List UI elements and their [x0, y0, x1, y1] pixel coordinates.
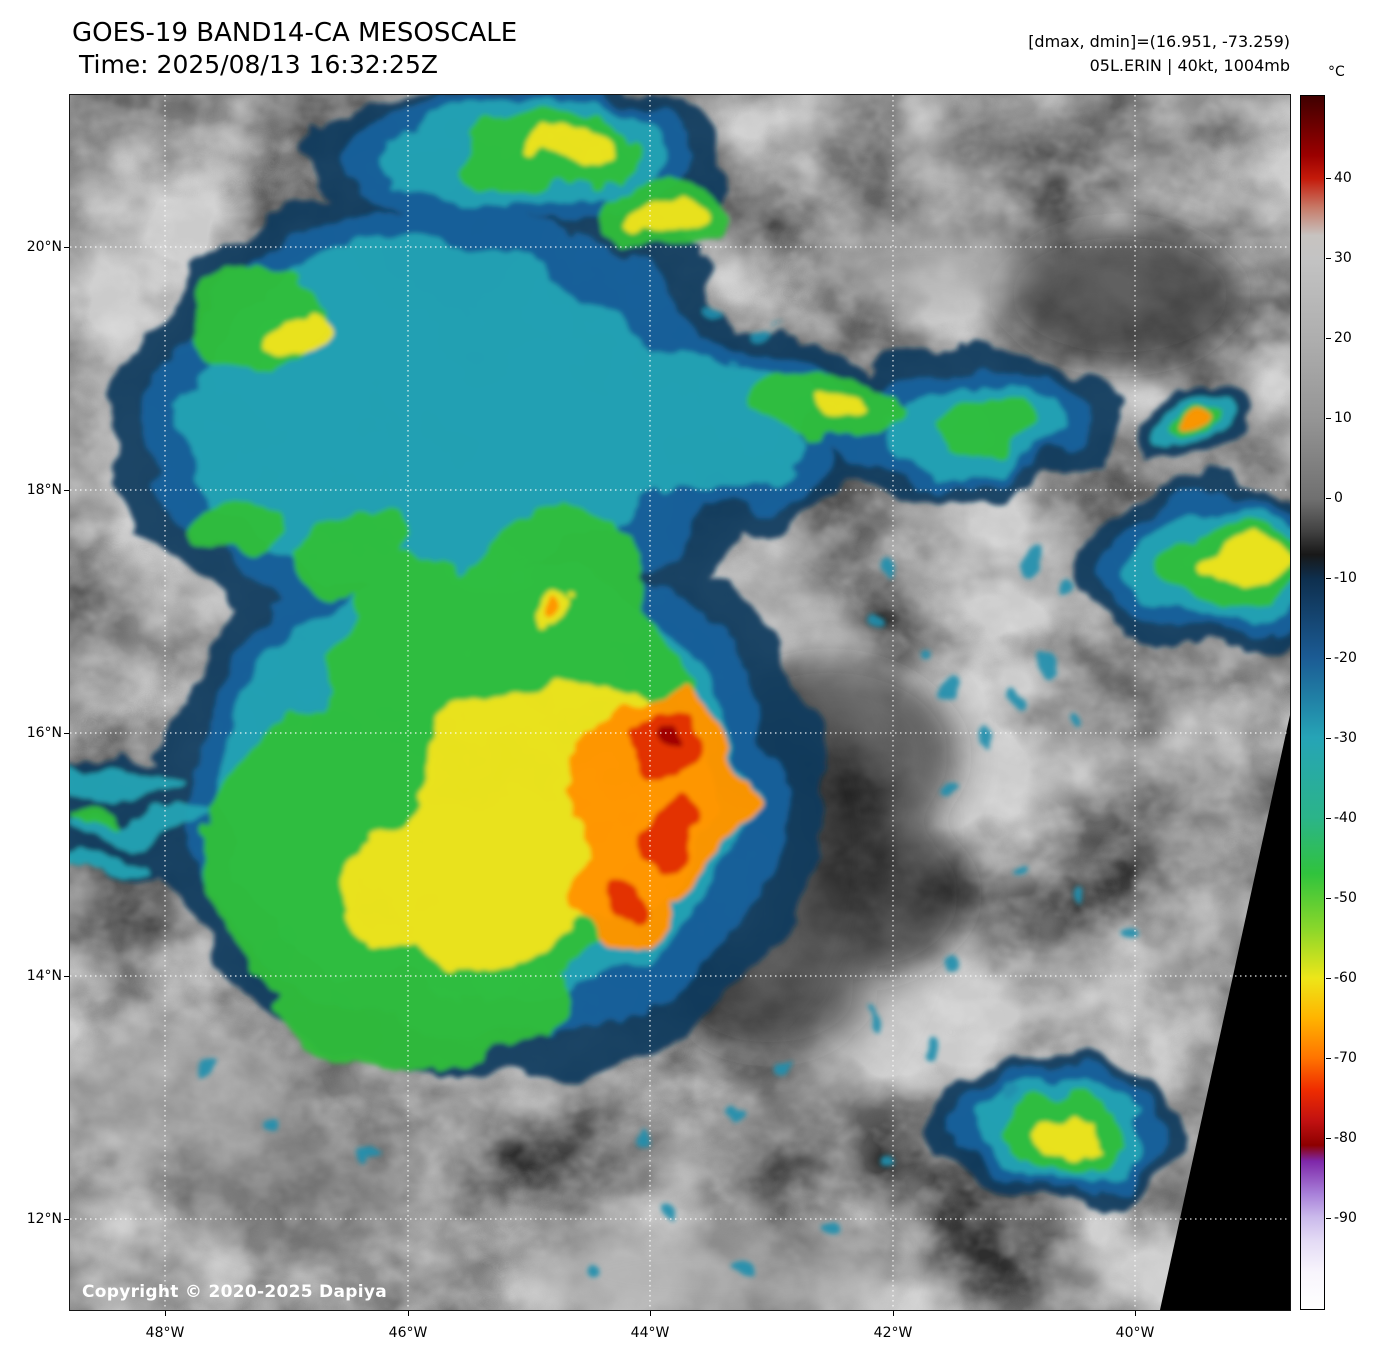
colorbar-tick-label: -90 — [1334, 1210, 1357, 1226]
colorbar-tick-label: 0 — [1334, 490, 1343, 506]
dmax-dmin-label: [dmax, dmin]=(16.951, -73.259) — [1028, 32, 1290, 51]
lon-tick — [165, 1311, 166, 1316]
colorbar-tick — [1326, 418, 1331, 419]
lat-tick — [64, 733, 69, 734]
lon-label-40w: 40°W — [1115, 1325, 1155, 1341]
lat-label-12n: 12°N — [26, 1211, 62, 1227]
lat-tick — [64, 976, 69, 977]
lon-tick — [650, 1311, 651, 1316]
storm-cold-cloud-layers — [70, 95, 1290, 1264]
colorbar-tick — [1326, 738, 1331, 739]
colorbar-tick-label: -70 — [1334, 1050, 1357, 1066]
page-title: GOES-19 BAND14-CA MESOSCALE — [72, 18, 518, 48]
colorbar-tick — [1326, 338, 1331, 339]
colorbar-tick — [1326, 178, 1331, 179]
storm-info-label: 05L.ERIN | 40kt, 1004mb — [1089, 56, 1290, 75]
colorbar — [1300, 95, 1325, 1310]
lon-tick — [408, 1311, 409, 1316]
colorbar-tick-label: -80 — [1334, 1130, 1357, 1146]
colorbar-tick — [1326, 498, 1331, 499]
colorbar-tick-label: -30 — [1334, 730, 1357, 746]
copyright-label: Copyright © 2020-2025 Dapiya — [82, 1282, 387, 1302]
colorbar-tick-label: 30 — [1334, 250, 1352, 266]
colorbar-tick — [1326, 898, 1331, 899]
lat-label-18n: 18°N — [26, 482, 62, 498]
colorbar-tick — [1326, 978, 1331, 979]
colorbar-tick-label: -20 — [1334, 650, 1357, 666]
colorbar-tick — [1326, 1058, 1331, 1059]
lat-tick — [64, 1219, 69, 1220]
lat-tick — [64, 247, 69, 248]
lat-label-14n: 14°N — [26, 968, 62, 984]
no-data-wedge — [1160, 715, 1290, 1310]
lon-label-44w: 44°W — [630, 1325, 670, 1341]
grid-lines — [70, 95, 1290, 1310]
colorbar-tick — [1326, 578, 1331, 579]
satellite-map: Copyright © 2020-2025 Dapiya — [69, 94, 1291, 1311]
lon-tick — [893, 1311, 894, 1316]
colorbar-tick-label: -60 — [1334, 970, 1357, 986]
colorbar-unit-label: °C — [1328, 64, 1345, 80]
colorbar-tick-label: 40 — [1334, 170, 1352, 186]
colorbar-tick — [1326, 658, 1331, 659]
colorbar-tick — [1326, 1218, 1331, 1219]
colorbar-tick-label: -50 — [1334, 890, 1357, 906]
lon-label-46w: 46°W — [388, 1325, 428, 1341]
lon-label-48w: 48°W — [145, 1325, 185, 1341]
timestamp-label: Time: 2025/08/13 16:32:25Z — [79, 50, 438, 79]
lat-label-20n: 20°N — [26, 239, 62, 255]
colorbar-tick — [1326, 1138, 1331, 1139]
colorbar-tick-label: 10 — [1334, 410, 1352, 426]
colorbar-tick-label: 20 — [1334, 330, 1352, 346]
cyan-speckles — [195, 289, 1259, 1264]
lat-label-16n: 16°N — [26, 725, 62, 741]
colorbar-tick — [1326, 818, 1331, 819]
satellite-image — [70, 95, 1290, 1310]
lon-label-42w: 42°W — [873, 1325, 913, 1341]
colorbar-tick — [1326, 258, 1331, 259]
lat-tick — [64, 490, 69, 491]
colorbar-tick-label: -40 — [1334, 810, 1357, 826]
colorbar-tick-label: -10 — [1334, 570, 1357, 586]
lon-tick — [1135, 1311, 1136, 1316]
